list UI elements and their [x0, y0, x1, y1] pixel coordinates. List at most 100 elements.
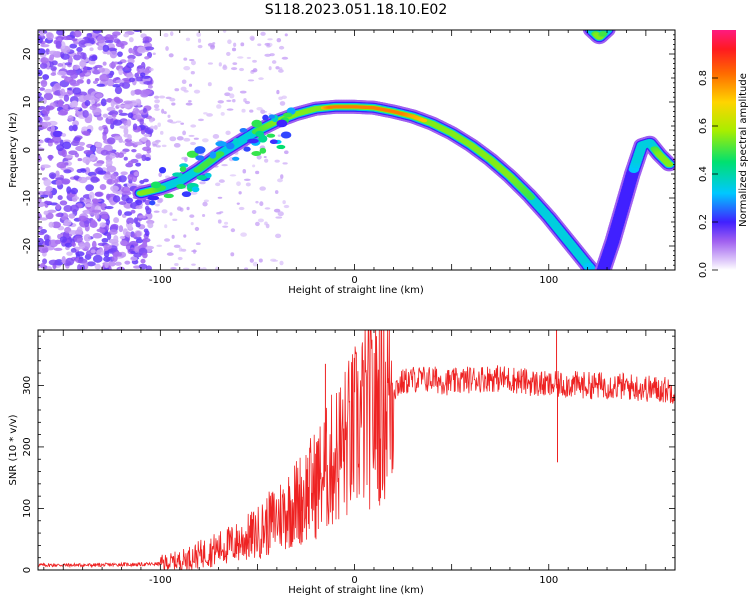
noise-blob [104, 262, 109, 269]
noise-blob [252, 261, 258, 267]
noise-blob [147, 222, 154, 229]
ridge-blob [266, 133, 276, 138]
ridge-blob [209, 151, 217, 159]
noise-blob [43, 200, 53, 205]
noise-blob [51, 221, 61, 229]
noise-blob [218, 62, 222, 67]
noise-blob [284, 33, 288, 37]
y-tick-label: 0 [22, 567, 33, 573]
noise-blob [201, 213, 206, 217]
noise-blob [109, 228, 118, 235]
noise-blob [252, 59, 257, 63]
noise-blob [92, 198, 99, 203]
noise-blob [96, 249, 105, 256]
noise-blob [161, 144, 167, 148]
noise-blob [193, 89, 201, 94]
noise-blob [154, 108, 160, 111]
colorbar-tick-label: 0.4 [698, 166, 709, 182]
spectrogram-ridges [132, 30, 675, 270]
spectrogram-ticks [38, 29, 675, 271]
noise-blob [169, 97, 176, 102]
noise-blob [275, 66, 280, 70]
noise-blob [230, 228, 236, 233]
noise-blob [169, 212, 173, 216]
noise-blob [42, 74, 50, 80]
x-tick-label: 100 [539, 575, 558, 586]
ridge-blob [247, 138, 259, 144]
noise-blob [109, 50, 118, 59]
noise-blob [124, 141, 134, 147]
noise-blob [59, 200, 68, 206]
colorbar-ticks: 0.0 0.2 0.4 0.6 0.8 [698, 70, 718, 278]
noise-blob [190, 222, 194, 226]
noise-blob [198, 118, 204, 122]
noise-blob [60, 88, 66, 97]
noise-blob [83, 241, 91, 250]
noise-blob [255, 170, 260, 175]
noise-blob [165, 46, 169, 51]
noise-blob [127, 112, 134, 119]
noise-blob [196, 32, 202, 38]
noise-blob [92, 232, 103, 239]
noise-blob [132, 123, 138, 131]
noise-blob [240, 42, 245, 47]
noise-blob [130, 90, 136, 96]
noise-blob [69, 204, 79, 213]
noise-blob [57, 195, 63, 201]
noise-blob [59, 236, 68, 243]
noise-blob [96, 83, 106, 87]
ridge-blob [258, 134, 268, 143]
noise-blob [202, 201, 208, 207]
noise-blob [42, 258, 48, 265]
noise-blob [215, 266, 220, 270]
noise-blob [182, 130, 187, 136]
noise-blob [249, 35, 255, 41]
noise-blob [180, 248, 184, 252]
noise-blob [275, 233, 282, 239]
noise-blob [139, 119, 144, 125]
noise-blob [137, 46, 147, 54]
ridge-blob [150, 181, 162, 189]
noise-blob [226, 99, 232, 102]
noise-blob [114, 98, 124, 104]
noise-blob [87, 37, 95, 42]
noise-blob [183, 66, 191, 71]
noise-blob [113, 235, 119, 242]
x-tick-label: -100 [149, 275, 172, 286]
noise-blob [206, 113, 213, 117]
noise-blob [61, 149, 67, 158]
noise-blob [123, 100, 133, 105]
noise-blob [103, 267, 110, 270]
noise-blob [73, 136, 81, 142]
noise-blob [255, 200, 259, 204]
snr-x-axis-label: Height of straight line (km) [288, 585, 424, 596]
noise-blob [89, 105, 97, 111]
noise-blob [79, 60, 87, 68]
noise-blob [110, 223, 119, 230]
noise-blob [264, 221, 268, 226]
noise-blob [282, 200, 286, 205]
noise-blob [48, 154, 53, 161]
noise-blob [48, 172, 57, 179]
noise-blob [38, 147, 45, 151]
noise-blob [106, 178, 115, 185]
noise-blob [159, 130, 164, 135]
noise-blob [38, 37, 43, 44]
noise-blob [274, 190, 279, 194]
noise-blob [55, 203, 61, 210]
noise-blob [40, 194, 49, 198]
noise-blob [72, 65, 80, 70]
noise-blob [84, 100, 91, 107]
noise-blob [174, 262, 179, 266]
noise-blob [80, 168, 87, 173]
y-tick-label: 300 [22, 376, 33, 395]
noise-blob [90, 219, 96, 226]
noise-blob [39, 217, 48, 221]
x-tick-label: -100 [149, 575, 172, 586]
noise-blob [258, 258, 263, 263]
noise-blob [55, 177, 64, 181]
ridge-main-point [216, 151, 225, 157]
noise-blob [94, 263, 101, 270]
noise-blob [117, 104, 126, 108]
noise-blob [184, 157, 188, 163]
